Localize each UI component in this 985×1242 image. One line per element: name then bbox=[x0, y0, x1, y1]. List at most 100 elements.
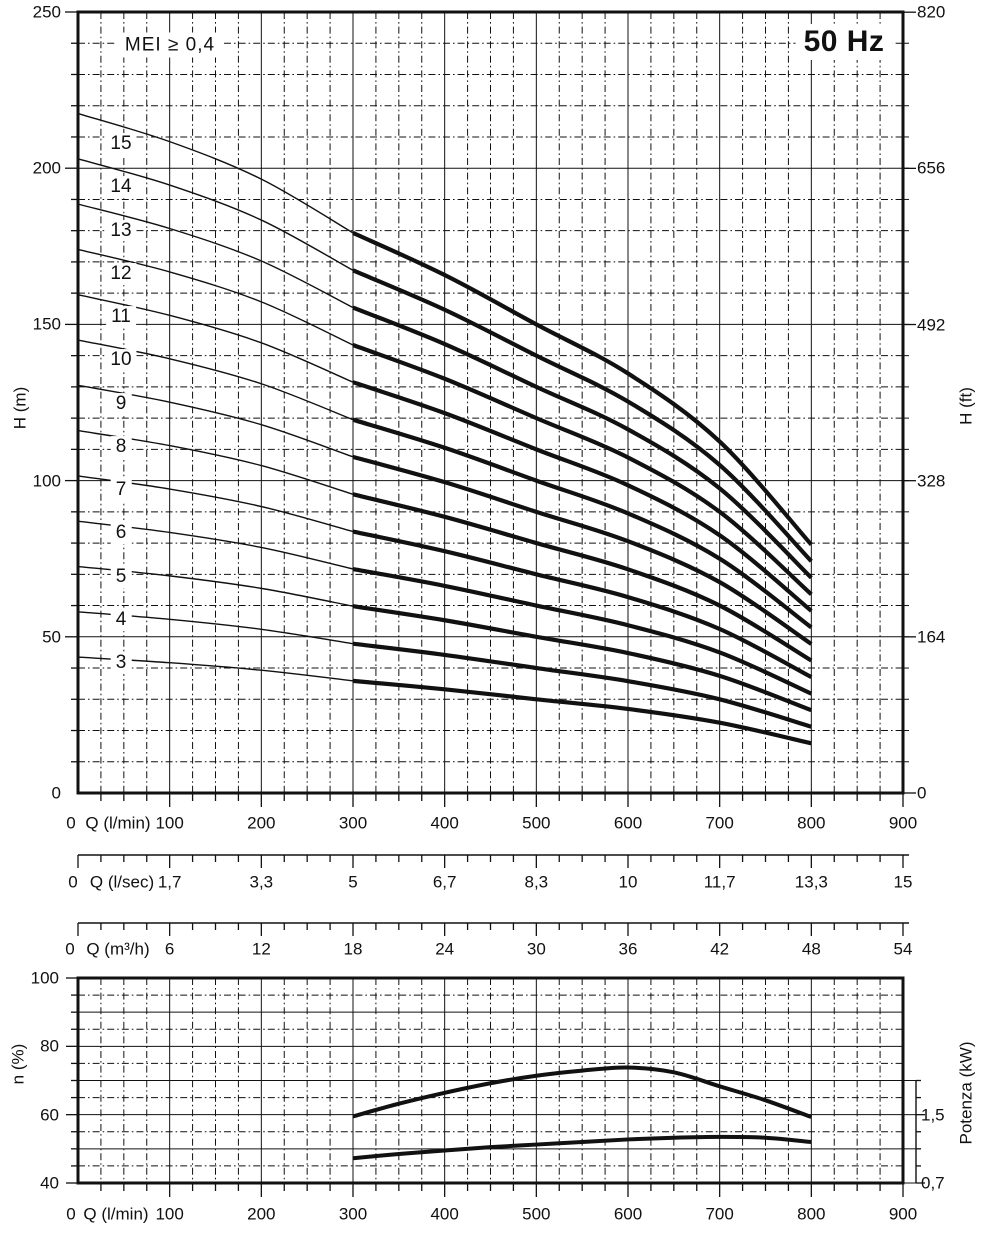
m3h-tick-label: 36 bbox=[618, 939, 638, 959]
mei-label: MEI ≥ 0,4 bbox=[116, 32, 224, 58]
stage-count-label-12: 12 bbox=[105, 262, 137, 285]
efficiency-tick-label: 60 bbox=[40, 1105, 59, 1125]
bottom-q-tick-label: 300 bbox=[338, 1204, 368, 1224]
bottom-q-tick-label: 100 bbox=[155, 1204, 184, 1224]
head-curve-14 bbox=[352, 268, 813, 563]
main-q-tick-label: 900 bbox=[888, 813, 918, 833]
m3h-tick-label: 48 bbox=[801, 939, 821, 959]
stage-count-label-10: 10 bbox=[105, 349, 137, 372]
stage-count-label-4: 4 bbox=[110, 609, 132, 631]
head-curve-11 bbox=[352, 380, 813, 613]
main-q-tick-label: 300 bbox=[338, 813, 368, 833]
h-ft-tick-label: 492 bbox=[917, 315, 946, 334]
lsec-tick-label: 3,3 bbox=[249, 872, 274, 892]
head-curve-thin-11 bbox=[77, 294, 354, 383]
bottom-q-tick-label: 500 bbox=[522, 1204, 551, 1224]
head-curve-thin-15 bbox=[77, 112, 354, 234]
head-curve-7 bbox=[352, 529, 813, 679]
stage-count-label-5: 5 bbox=[110, 565, 132, 588]
m3h-tick-label: 12 bbox=[251, 939, 271, 959]
head-curve-thin-14 bbox=[77, 158, 354, 271]
main-plot-border bbox=[76, 10, 905, 795]
efficiency-tick-label: 40 bbox=[40, 1173, 59, 1193]
stage-count-label-9: 9 bbox=[110, 392, 132, 415]
main-q-tick-label: 100 bbox=[155, 813, 184, 833]
stage-count-label-15: 15 bbox=[105, 133, 137, 155]
m3h-tick-label: 18 bbox=[343, 939, 363, 959]
efficiency-curve bbox=[352, 1065, 813, 1119]
head-curve-6 bbox=[352, 566, 813, 696]
head-curve-15 bbox=[352, 230, 813, 547]
y-axis-title-efficiency: n (%) bbox=[8, 1043, 28, 1085]
head-curve-9 bbox=[352, 454, 813, 646]
stage-count-label-7: 7 bbox=[110, 479, 132, 502]
bottom-x-axis-title: Q (l/min) bbox=[83, 1204, 149, 1224]
efficiency-tick-label: 80 bbox=[40, 1036, 59, 1056]
h-ft-tick-label: 164 bbox=[917, 627, 946, 647]
head-curve-3 bbox=[352, 678, 812, 746]
h-m-tick-label: 200 bbox=[32, 158, 61, 178]
main-q-tick-label: 200 bbox=[247, 813, 276, 833]
bottom-q-tick-label: 900 bbox=[888, 1204, 918, 1224]
bottom-q-tick-label: 700 bbox=[705, 1204, 734, 1224]
lsec-tick-label: 15 bbox=[893, 872, 913, 892]
bottom-plot-border bbox=[76, 976, 905, 1185]
main-q-tick-label: 600 bbox=[613, 813, 643, 833]
m3h-tick-label: 24 bbox=[435, 939, 455, 959]
frequency-label: 50 Hz bbox=[795, 24, 893, 60]
head-curve-8 bbox=[352, 492, 813, 663]
stage-count-label-8: 8 bbox=[110, 435, 132, 458]
head-curve-thin-10 bbox=[77, 339, 354, 421]
main-q-tick-label: 700 bbox=[705, 813, 734, 833]
lsec-axis-title: Q (l/sec) bbox=[89, 872, 155, 892]
head-curve-thin-13 bbox=[77, 203, 354, 309]
bottom-q-tick-label: 800 bbox=[797, 1204, 826, 1224]
lsec-tick-label: 5 bbox=[348, 872, 358, 892]
h-ft-tick-label: 0 bbox=[917, 783, 927, 803]
h-ft-tick-label: 656 bbox=[917, 158, 946, 178]
m3h-tick-label: 6 bbox=[164, 939, 175, 959]
stage-count-label-13: 13 bbox=[105, 219, 137, 242]
efficiency-tick-label: 100 bbox=[30, 968, 59, 988]
power-curve bbox=[352, 1134, 812, 1161]
lsec-tick-label: 1,7 bbox=[157, 872, 182, 892]
y-axis-title-head-ft: H (ft) bbox=[956, 387, 976, 425]
bottom-q-tick-label: 600 bbox=[613, 1204, 643, 1224]
h-m-tick-label: 250 bbox=[32, 2, 61, 22]
bottom-q-tick-label: 400 bbox=[430, 1204, 459, 1224]
head-curve-13 bbox=[352, 305, 813, 580]
lsec-axis-zero: 0 bbox=[68, 872, 78, 892]
head-curve-12 bbox=[352, 343, 813, 596]
head-curve-thin-9 bbox=[77, 384, 354, 458]
main-x-axis-title: Q (l/min) bbox=[85, 813, 151, 833]
head-curve-thin-12 bbox=[77, 248, 354, 346]
lsec-tick-label: 13,3 bbox=[794, 872, 828, 892]
lsec-tick-label: 8,3 bbox=[524, 872, 549, 892]
stage-count-label-11: 11 bbox=[106, 306, 136, 328]
main-q-tick-label: 500 bbox=[522, 813, 551, 833]
h-m-tick-label: 150 bbox=[32, 314, 61, 334]
lsec-tick-label: 11,7 bbox=[703, 872, 736, 892]
m3h-tick-label: 42 bbox=[710, 939, 730, 959]
h-ft-tick-label: 820 bbox=[917, 2, 946, 22]
main-q-tick-label: 800 bbox=[797, 813, 826, 833]
m3h-tick-label: 54 bbox=[893, 939, 913, 959]
m3h-axis-title: Q (m³/h) bbox=[86, 939, 150, 959]
stage-count-label-3: 3 bbox=[110, 652, 132, 675]
lsec-tick-label: 6,7 bbox=[432, 872, 457, 892]
h-m-tick-label: 50 bbox=[42, 627, 61, 647]
head-curve-10 bbox=[352, 417, 813, 630]
m3h-tick-label: 30 bbox=[526, 939, 546, 959]
main-q-tick-label: 400 bbox=[430, 813, 459, 833]
main-x-axis-zero: 0 bbox=[66, 813, 76, 833]
potenza-tick-label: 0,7 bbox=[921, 1173, 945, 1193]
h-ft-tick-label: 328 bbox=[917, 471, 946, 491]
bottom-x-axis-zero: 0 bbox=[66, 1204, 76, 1224]
stage-count-label-6: 6 bbox=[110, 522, 132, 545]
potenza-tick-label: 1,5 bbox=[921, 1105, 945, 1125]
m3h-axis-zero: 0 bbox=[65, 939, 75, 959]
stage-count-label-14: 14 bbox=[105, 176, 137, 199]
h-m-tick-label: 0 bbox=[51, 783, 61, 803]
